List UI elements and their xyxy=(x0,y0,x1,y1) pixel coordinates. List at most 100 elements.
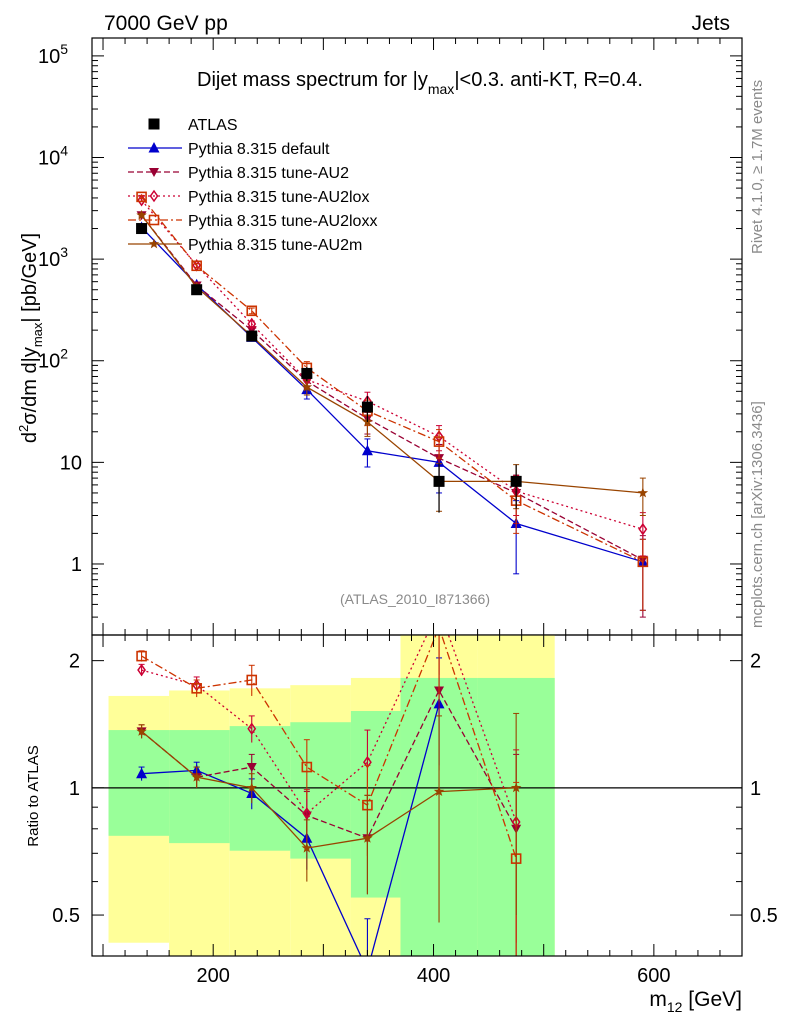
legend-label-au2loxx: Pythia 8.315 tune-AU2loxx xyxy=(188,213,377,230)
ratio-axes: 0.5 0.5 1 1 2 2 200 400 600 xyxy=(52,635,778,987)
main-y-tick-label-base: 10 xyxy=(60,452,82,474)
main-y-tick-label-base: 10 xyxy=(38,46,60,68)
ratio-point-au2m xyxy=(191,771,202,782)
ratio-point-au2m xyxy=(301,842,313,853)
ratio-y-tick-label-left: 0.5 xyxy=(52,905,80,927)
rivet-version-label: Rivet 4.1.0, ≥ 1.7M events xyxy=(749,80,766,254)
title-part-1: Dijet mass spectrum for |y xyxy=(197,69,428,91)
point-atlas xyxy=(510,475,522,487)
point-au2lox xyxy=(638,522,648,536)
point-au2loxx xyxy=(191,260,202,272)
uncertainty-band-stat xyxy=(108,730,170,836)
x-axis-label: m12 [GeV] xyxy=(649,988,742,1015)
ratio-point-default xyxy=(136,767,148,779)
uncertainty-band-stat xyxy=(350,711,401,898)
series-line-au2lox xyxy=(141,199,643,530)
ratio-point-au2 xyxy=(246,763,257,773)
legend-marker-au2m xyxy=(148,238,160,249)
legend-label-atlas: ATLAS xyxy=(188,117,238,134)
main-plot-area xyxy=(136,191,649,618)
ratio-point-default xyxy=(362,964,373,975)
main-y-tick-label-exp: 5 xyxy=(60,41,68,57)
main-y-tick-label-exp: 2 xyxy=(60,346,68,362)
ratio-plot-area xyxy=(92,623,742,975)
header-energy-label: 7000 GeV pp xyxy=(104,12,228,35)
point-au2m xyxy=(301,381,313,392)
main-y-tick-label-exp: 3 xyxy=(60,244,68,260)
ratio-y-tick-label-left: 2 xyxy=(69,651,80,673)
point-atlas xyxy=(136,223,148,235)
ratio-y-tick-label-left: 1 xyxy=(69,778,80,800)
main-title: Dijet mass spectrum for |ymax|<0.3. anti… xyxy=(197,69,643,97)
point-atlas xyxy=(433,475,445,487)
main-y-tick-label: 105 xyxy=(38,41,68,68)
ratio-point-au2loxx xyxy=(191,683,202,694)
main-y-tick-label-base: 1 xyxy=(71,554,82,576)
main-y-tick-label-base: 10 xyxy=(38,351,60,373)
uncertainty-band-stat xyxy=(169,730,230,844)
point-atlas xyxy=(191,284,203,296)
ratio-point-au2lox xyxy=(247,722,257,736)
ylabel-part-d: d xyxy=(19,432,41,443)
ratio-point-au2m xyxy=(510,782,522,793)
ratio-y-tick-label-right: 1 xyxy=(750,778,761,800)
point-au2loxx xyxy=(136,191,147,203)
x-tick-label: 400 xyxy=(417,965,450,987)
title-part-2: |<0.3. anti-KT, R=0.4. xyxy=(454,69,643,91)
main-y-tick-label: 10 xyxy=(60,452,82,474)
point-au2m xyxy=(637,487,649,498)
ratio-point-au2m xyxy=(433,786,445,796)
point-au2m xyxy=(136,209,147,220)
ratio-y-tick-label-right: 0.5 xyxy=(750,905,778,927)
ylabel-part-sub: max xyxy=(30,322,45,347)
point-au2loxx xyxy=(246,305,258,317)
main-y-tick-label: 104 xyxy=(38,143,68,170)
ylabel-part-unit: | [pb/GeV] xyxy=(19,233,41,323)
main-y-tick-label-exp: 4 xyxy=(60,143,68,159)
legend-marker-au2 xyxy=(149,168,159,177)
point-au2loxx xyxy=(433,436,445,447)
legend-label-au2lox: Pythia 8.315 tune-AU2lox xyxy=(188,189,369,206)
uncertainty-band-stat xyxy=(290,722,351,859)
series-line-default xyxy=(141,226,643,563)
ratio-y-axis-label: Ratio to ATLAS xyxy=(25,745,42,846)
point-au2loxx xyxy=(637,556,649,568)
ratio-point-au2loxx xyxy=(435,623,444,632)
main-y-tick-label: 103 xyxy=(38,244,68,271)
legend: ATLAS Pythia 8.315 default Pythia 8.315 tu… xyxy=(128,117,377,254)
ratio-point-au2loxx xyxy=(246,674,258,686)
ratio-point-au2m xyxy=(246,782,257,793)
ylabel-part-body: σ/dm d|y xyxy=(19,347,41,425)
series-line-au2 xyxy=(141,214,644,561)
ratio-point-au2m xyxy=(362,832,373,843)
series-line-au2m xyxy=(141,214,643,494)
series-line-au2loxx xyxy=(141,196,644,563)
point-atlas xyxy=(246,330,258,342)
legend-marker-au2lox xyxy=(149,189,159,203)
ratio-point-au2loxx xyxy=(301,761,313,773)
x-tick-label: 600 xyxy=(637,965,670,987)
point-default xyxy=(361,444,373,456)
main-y-tick-label-base: 10 xyxy=(38,148,60,170)
main-y-tick-label: 1 xyxy=(71,554,82,576)
ratio-line-default xyxy=(141,703,440,956)
header-jets-label: Jets xyxy=(691,12,730,35)
ratio-point-au2lox xyxy=(302,807,312,820)
plot-id-label: (ATLAS_2010_I871366) xyxy=(340,591,490,607)
point-au2lox xyxy=(247,317,257,331)
xlabel-part-m: m xyxy=(649,988,667,1011)
ratio-point-au2loxx xyxy=(136,650,147,662)
main-y-axis-label: d2σ/dm d|ymax| [pb/GeV] xyxy=(16,233,45,443)
ylabel-part-sup: 2 xyxy=(16,425,31,432)
xlabel-part-sub: 12 xyxy=(667,999,683,1015)
point-atlas xyxy=(301,367,313,379)
ratio-point-au2lox xyxy=(137,663,146,677)
legend-marker-atlas xyxy=(148,118,160,130)
legend-label-au2m: Pythia 8.315 tune-AU2m xyxy=(188,237,362,254)
legend-marker-au2loxx xyxy=(148,214,160,226)
point-atlas xyxy=(361,401,373,413)
